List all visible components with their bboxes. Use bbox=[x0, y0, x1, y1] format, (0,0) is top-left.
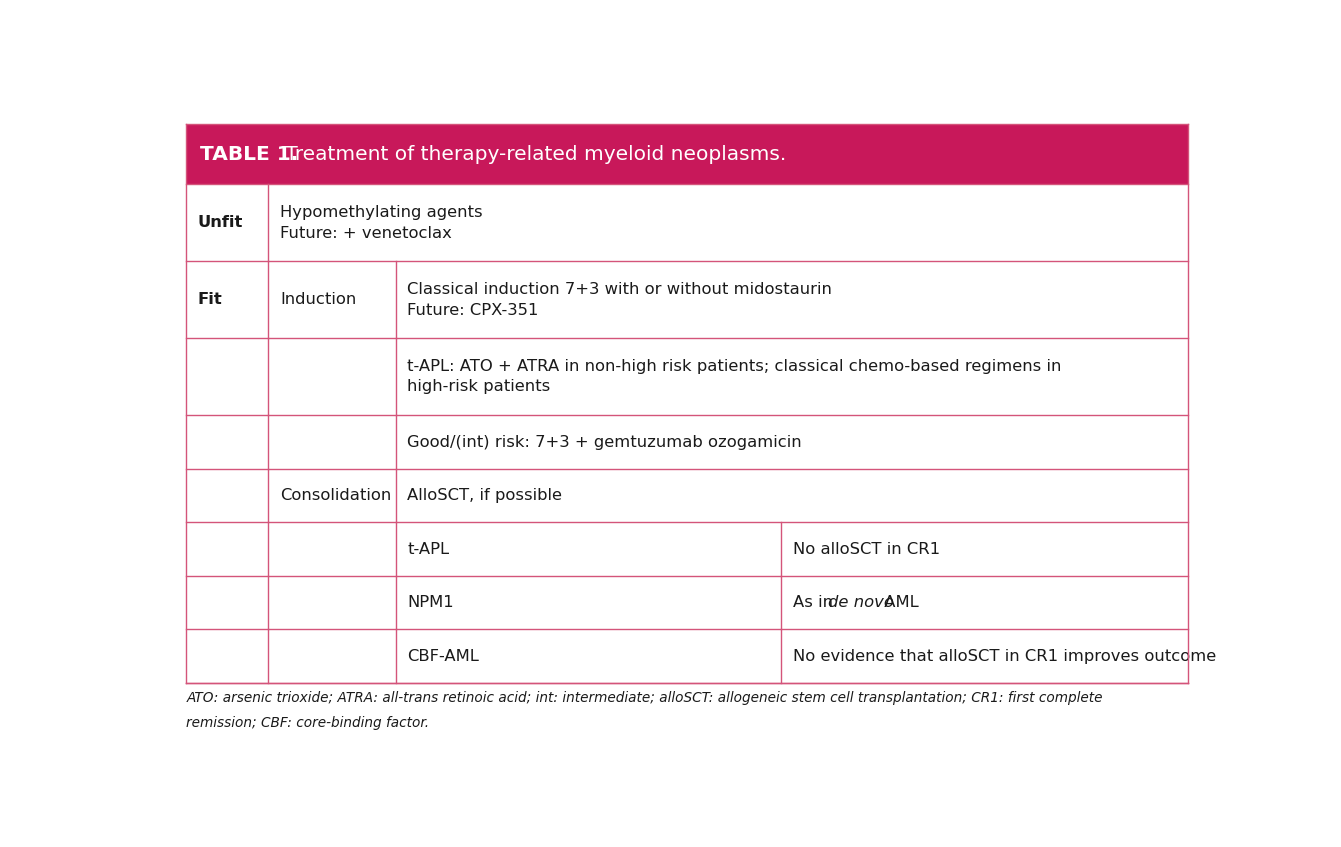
Text: Consolidation: Consolidation bbox=[280, 488, 392, 503]
Text: Good/(int) risk: 7+3 + gemtuzumab ozogamicin: Good/(int) risk: 7+3 + gemtuzumab ozogam… bbox=[408, 435, 802, 450]
Text: Fit: Fit bbox=[197, 292, 223, 307]
Text: Treatment of therapy-related myeloid neoplasms.: Treatment of therapy-related myeloid neo… bbox=[279, 145, 786, 164]
Text: Classical induction 7+3 with or without midostaurin: Classical induction 7+3 with or without … bbox=[408, 282, 831, 297]
Text: Induction: Induction bbox=[280, 292, 357, 307]
Text: TABLE 1.: TABLE 1. bbox=[200, 145, 298, 164]
Text: remission; CBF: core-binding factor.: remission; CBF: core-binding factor. bbox=[186, 716, 429, 730]
Text: de novo: de novo bbox=[827, 595, 894, 610]
Text: As in: As in bbox=[793, 595, 838, 610]
Text: t-APL: ATO + ATRA in non-high risk patients; classical chemo-based regimens in: t-APL: ATO + ATRA in non-high risk patie… bbox=[408, 359, 1062, 374]
Text: Future: CPX-351: Future: CPX-351 bbox=[408, 302, 539, 318]
Text: NPM1: NPM1 bbox=[408, 595, 453, 610]
Text: Future: + venetoclax: Future: + venetoclax bbox=[280, 225, 452, 241]
Text: Unfit: Unfit bbox=[197, 215, 243, 230]
Text: high-risk patients: high-risk patients bbox=[408, 379, 550, 395]
Text: Hypomethylating agents: Hypomethylating agents bbox=[280, 205, 483, 220]
Bar bbox=[186, 185, 1188, 683]
Text: No alloSCT in CR1: No alloSCT in CR1 bbox=[793, 541, 940, 556]
Text: AlloSCT, if possible: AlloSCT, if possible bbox=[408, 488, 562, 503]
Text: ATO: arsenic trioxide; ATRA: all-trans retinoic acid; int: intermediate; alloSCT: ATO: arsenic trioxide; ATRA: all-trans r… bbox=[186, 691, 1102, 706]
Text: AML: AML bbox=[878, 595, 919, 610]
Text: t-APL: t-APL bbox=[408, 541, 449, 556]
Text: No evidence that alloSCT in CR1 improves outcome: No evidence that alloSCT in CR1 improves… bbox=[793, 649, 1216, 663]
Text: CBF-AML: CBF-AML bbox=[408, 649, 479, 663]
Bar bbox=[186, 125, 1188, 185]
